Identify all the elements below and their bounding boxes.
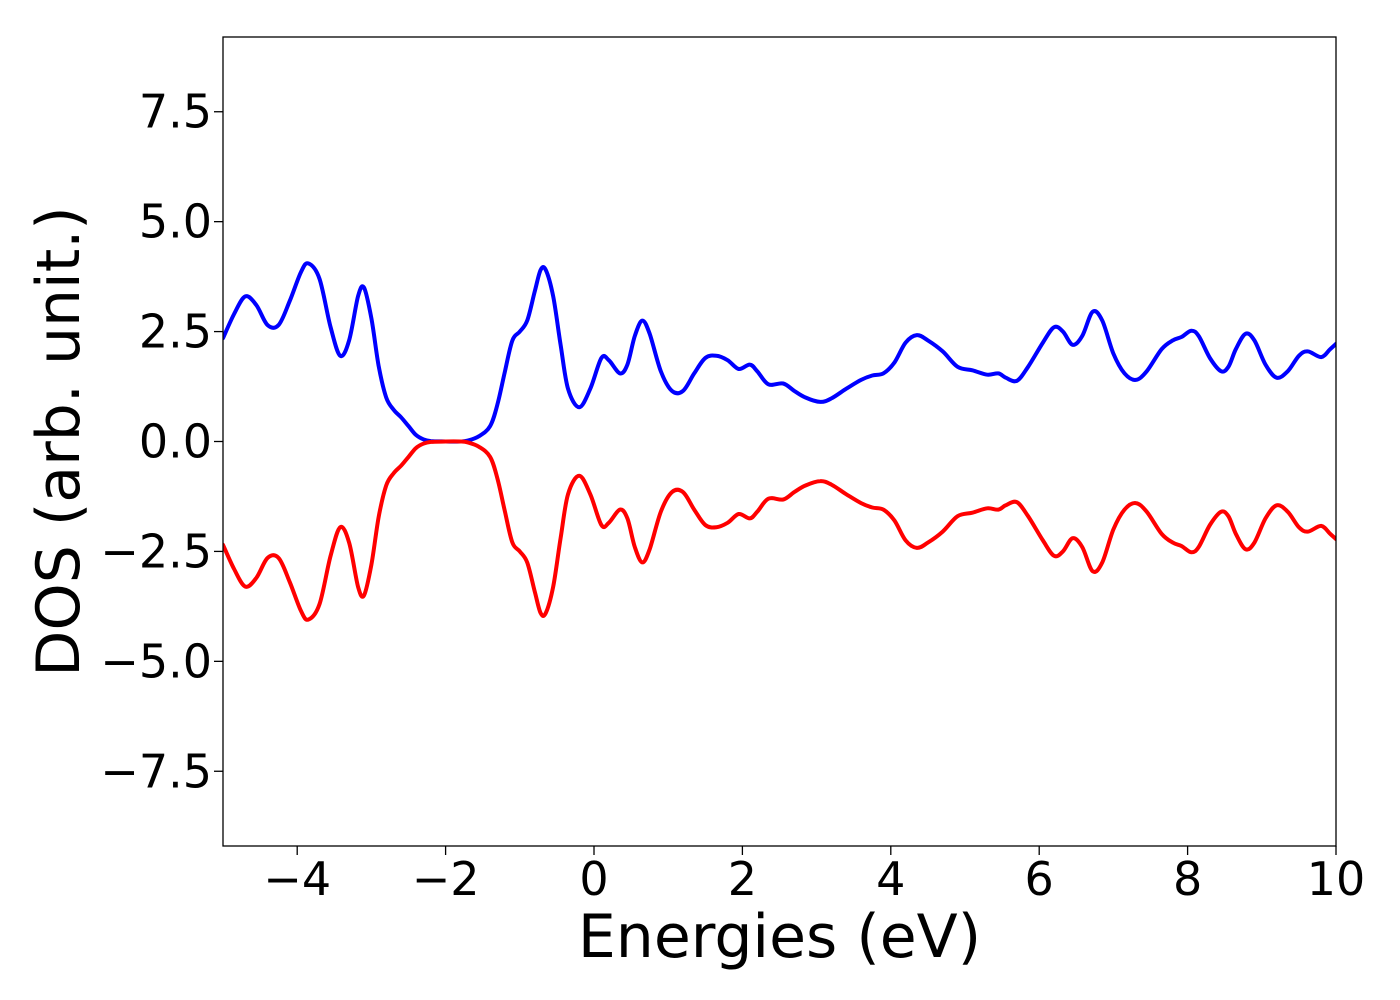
x-tick-label: 10 xyxy=(1307,852,1366,906)
x-tick-label: 4 xyxy=(876,852,905,906)
x-tick-label: 6 xyxy=(1025,852,1054,906)
y-tick-label: −2.5 xyxy=(100,524,212,578)
y-axis-label: DOS (arb. unit.) xyxy=(24,206,94,676)
y-tick-label: 0.0 xyxy=(139,415,212,469)
x-tick-label: −2 xyxy=(412,852,480,906)
y-tick-label: 5.0 xyxy=(139,195,212,249)
x-axis: −4 −2 0 2 4 6 8 10 xyxy=(263,846,1365,906)
x-tick-label: 8 xyxy=(1173,852,1202,906)
series-layer xyxy=(223,261,1336,622)
y-tick-label: 2.5 xyxy=(139,305,212,359)
x-axis-label: Energies (eV) xyxy=(578,902,981,972)
x-tick-label: 2 xyxy=(728,852,757,906)
x-tick-label: 0 xyxy=(579,852,608,906)
series-line-spin-down xyxy=(223,439,1336,622)
y-axis: 7.5 5.0 2.5 0.0 −2.5 −5.0 −7.5 xyxy=(100,85,223,798)
y-tick-label: −5.0 xyxy=(100,634,212,688)
x-tick-label: −4 xyxy=(263,852,331,906)
y-tick-label: 7.5 xyxy=(139,85,212,139)
series-line-spin-up xyxy=(223,261,1336,444)
y-tick-label: −7.5 xyxy=(100,744,212,798)
